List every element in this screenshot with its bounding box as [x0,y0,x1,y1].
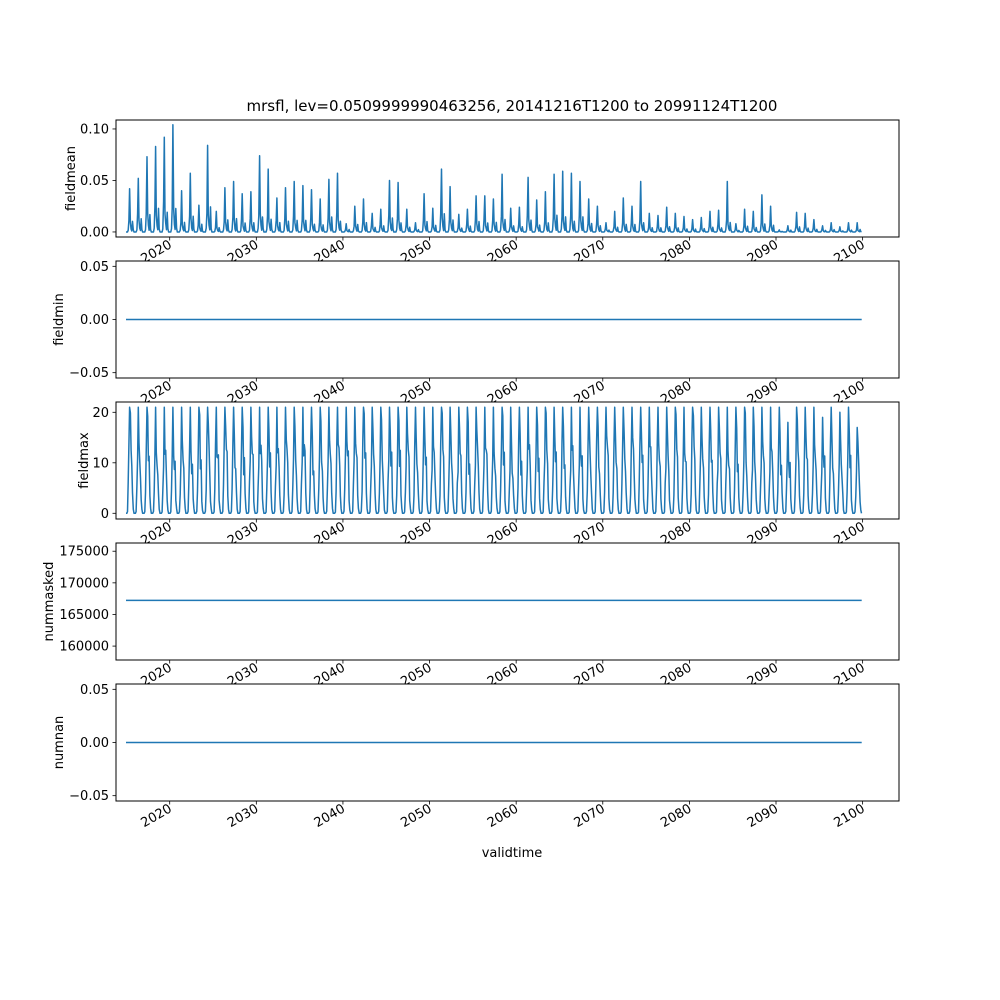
y-axis-label: numnan [52,716,67,770]
y-tick-label: 170000 [59,576,109,591]
series-line-fieldmean [126,124,862,233]
y-tick-label: 0.00 [80,313,109,328]
plot-area [116,543,899,660]
axes-frame [115,542,900,661]
y-tick-label: 0.05 [80,260,109,275]
y-axis-label: nummasked [42,562,57,642]
y-tick-label: 175000 [59,545,109,560]
y-tick-label: 10 [92,456,109,471]
y-tick-label: 0.00 [80,225,109,240]
x-axis-label: validtime [482,846,543,861]
y-tick-label: 165000 [59,608,109,623]
y-axis-label: fieldmax [77,432,92,489]
y-tick-label: 20 [92,406,109,421]
y-tick-label: 0 [101,507,109,522]
y-tick-label: −0.05 [69,366,109,381]
y-tick-label: 160000 [59,640,109,655]
y-axis-label: fieldmin [52,293,67,346]
y-tick-label: 0.10 [80,122,109,137]
axes-frame [115,119,900,238]
y-tick-label: 0.05 [80,683,109,698]
y-tick-label: −0.05 [69,789,109,804]
axes-frame [115,401,900,520]
y-tick-label: 0.00 [80,736,109,751]
plot-area [116,120,899,237]
chart-title: mrsfl, lev=0.0509999990463256, 20141216T… [247,97,778,115]
series-line-fieldmax [126,406,863,515]
y-tick-label: 0.05 [80,174,109,189]
y-axis-label: fieldmean [64,146,79,211]
